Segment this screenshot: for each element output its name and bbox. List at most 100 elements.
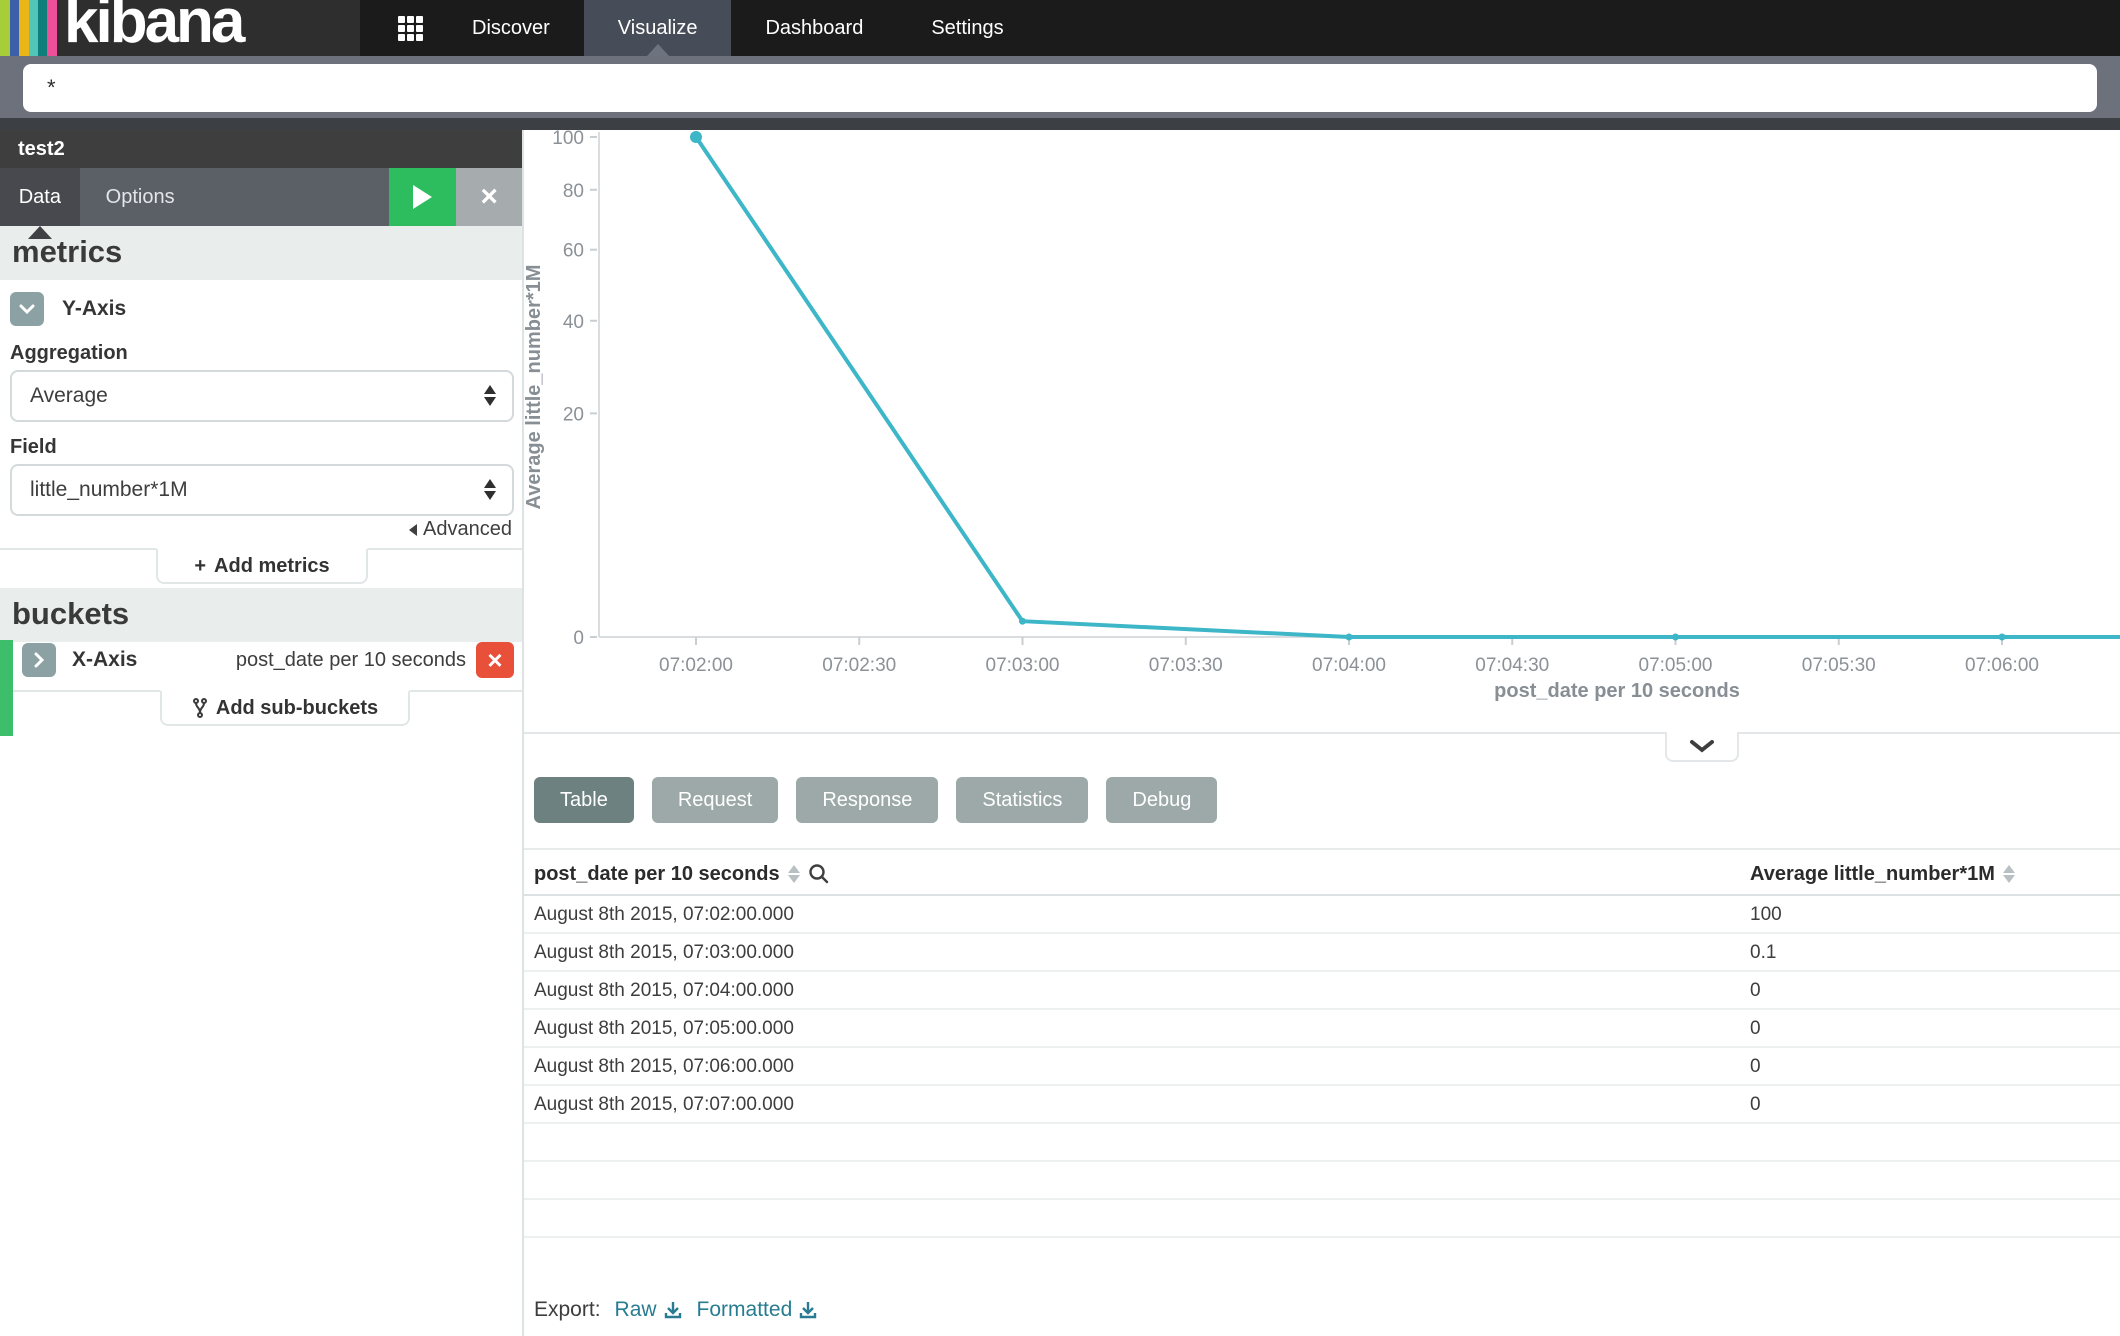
svg-text:07:05:00: 07:05:00 bbox=[1639, 655, 1713, 676]
vis-title: test2 bbox=[0, 130, 522, 168]
cell-date: August 8th 2015, 07:04:00.000 bbox=[534, 980, 794, 1001]
logo-text: kibana bbox=[64, 0, 245, 56]
apply-changes-button[interactable] bbox=[388, 168, 457, 226]
kibana-logo: kibana bbox=[0, 0, 360, 56]
query-bar bbox=[0, 56, 2120, 118]
svg-text:20: 20 bbox=[563, 404, 584, 425]
export-formatted-link[interactable]: Formatted bbox=[697, 1298, 819, 1322]
metrics-heading: metrics bbox=[0, 226, 522, 280]
add-sub-buckets-label: Add sub-buckets bbox=[215, 696, 379, 719]
cell-date: August 8th 2015, 07:03:00.000 bbox=[534, 942, 794, 963]
y-axis-label: Y-Axis bbox=[62, 297, 127, 320]
field-label: Field bbox=[10, 436, 57, 458]
tab-options[interactable]: Options bbox=[79, 168, 389, 226]
fork-icon bbox=[192, 698, 207, 718]
export-raw-link[interactable]: Raw bbox=[615, 1298, 683, 1322]
vis-main-area: 0 20 40 60 80 100 07:02:00 07:02:30 07:03:00 07:0… bbox=[524, 130, 2120, 1336]
cell-date: August 8th 2015, 07:02:00.000 bbox=[534, 904, 794, 925]
logo-stripes-icon bbox=[0, 0, 57, 56]
svg-text:07:04:30: 07:04:30 bbox=[1475, 655, 1549, 676]
svg-text:0: 0 bbox=[573, 628, 584, 649]
chevron-down-icon bbox=[1690, 740, 1714, 753]
table-row: August 8th 2015, 07:06:00.000 0 bbox=[524, 1048, 2120, 1086]
select-arrows-icon bbox=[484, 385, 496, 406]
add-metrics-button[interactable]: + Add metrics bbox=[156, 548, 368, 584]
sort-icon bbox=[787, 865, 800, 883]
aggregation-label: Aggregation bbox=[10, 342, 128, 364]
field-value: little_number*1M bbox=[30, 478, 188, 501]
detail-tab-table[interactable]: Table bbox=[534, 777, 634, 823]
x-axis-row: X-Axis post_date per 10 seconds × bbox=[22, 642, 514, 678]
app-switcher-grid-icon[interactable] bbox=[398, 16, 423, 41]
y-axis-row: Y-Axis bbox=[10, 292, 126, 326]
remove-bucket-button[interactable]: × bbox=[476, 642, 514, 678]
download-icon bbox=[800, 1302, 817, 1319]
x-axis-agg-description: post_date per 10 seconds bbox=[235, 648, 466, 671]
cell-value: 0 bbox=[1750, 980, 1761, 1001]
nav-item-discover[interactable]: Discover bbox=[472, 16, 550, 39]
cell-date: August 8th 2015, 07:07:00.000 bbox=[534, 1094, 794, 1115]
table-row: August 8th 2015, 07:04:00.000 0 bbox=[524, 972, 2120, 1010]
magnifier-icon[interactable] bbox=[808, 863, 830, 885]
nav-items: Discover Visualize Dashboard Settings bbox=[438, 0, 1038, 56]
export-raw-label: Raw bbox=[614, 1298, 657, 1321]
chevron-right-icon bbox=[34, 652, 44, 668]
cell-value: 0.1 bbox=[1750, 942, 1777, 963]
table-row: August 8th 2015, 07:07:00.000 0 bbox=[524, 1086, 2120, 1124]
table-row: August 8th 2015, 07:05:00.000 0 bbox=[524, 1010, 2120, 1048]
detail-tab-request[interactable]: Request bbox=[651, 777, 779, 823]
discard-changes-button[interactable]: × bbox=[456, 168, 522, 226]
export-label: Export: bbox=[534, 1298, 601, 1321]
svg-text:07:06:00: 07:06:00 bbox=[1965, 655, 2039, 676]
play-icon bbox=[412, 185, 432, 209]
collapse-details-button[interactable] bbox=[1665, 732, 1739, 762]
aggregation-select[interactable]: Average bbox=[10, 370, 514, 422]
nav-item-dashboard[interactable]: Dashboard bbox=[765, 16, 864, 39]
add-sub-buckets-button[interactable]: Add sub-buckets bbox=[160, 690, 410, 726]
cell-date: August 8th 2015, 07:05:00.000 bbox=[534, 1018, 794, 1039]
y-axis-toggle-button[interactable] bbox=[10, 292, 44, 326]
x-axis-toggle-button[interactable] bbox=[22, 643, 56, 677]
svg-text:100: 100 bbox=[552, 130, 584, 149]
aggregation-value: Average bbox=[30, 384, 108, 407]
cell-value: 100 bbox=[1750, 904, 1782, 925]
advanced-link[interactable]: Advanced bbox=[409, 518, 512, 541]
cell-value: 0 bbox=[1750, 1018, 1761, 1039]
close-icon: × bbox=[480, 180, 498, 213]
table-row: August 8th 2015, 07:02:00.000 100 bbox=[524, 896, 2120, 934]
detail-tab-response[interactable]: Response bbox=[796, 777, 939, 823]
cell-value: 0 bbox=[1750, 1056, 1761, 1077]
svg-text:07:03:30: 07:03:30 bbox=[1149, 655, 1223, 676]
download-icon bbox=[664, 1302, 681, 1319]
svg-text:07:05:30: 07:05:30 bbox=[1802, 655, 1876, 676]
query-bar-divider bbox=[0, 118, 2120, 130]
bucket-accent-stripe bbox=[0, 640, 13, 736]
export-formatted-label: Formatted bbox=[696, 1298, 793, 1321]
nav-item-visualize[interactable]: Visualize bbox=[583, 0, 732, 56]
column-header-value[interactable]: Average little_number*1M bbox=[1750, 850, 2015, 898]
query-input[interactable] bbox=[23, 64, 2097, 112]
field-select[interactable]: little_number*1M bbox=[10, 464, 514, 516]
column-header-date[interactable]: post_date per 10 seconds bbox=[534, 850, 830, 898]
svg-text:80: 80 bbox=[563, 181, 584, 202]
cell-value: 0 bbox=[1750, 1094, 1761, 1115]
chart-table-divider bbox=[524, 732, 2120, 734]
svg-text:post_date per 10 seconds: post_date per 10 seconds bbox=[1494, 680, 1740, 702]
table-header-row: post_date per 10 seconds Average little_… bbox=[524, 848, 2120, 896]
svg-text:07:02:00: 07:02:00 bbox=[659, 655, 733, 676]
table-row-empty bbox=[524, 1124, 2120, 1162]
svg-text:07:02:30: 07:02:30 bbox=[822, 655, 896, 676]
detail-tabs: Table Request Response Statistics Debug bbox=[534, 777, 1218, 823]
svg-text:07:04:00: 07:04:00 bbox=[1312, 655, 1386, 676]
vis-editor-sidebar: test2 Data Options × metrics Y-Axis Aggr… bbox=[0, 130, 524, 1336]
detail-tab-debug[interactable]: Debug bbox=[1106, 777, 1218, 823]
svg-text:40: 40 bbox=[563, 312, 584, 333]
plus-icon: + bbox=[194, 554, 207, 577]
column-header-value-label: Average little_number*1M bbox=[1750, 862, 1995, 885]
detail-tab-statistics[interactable]: Statistics bbox=[956, 777, 1089, 823]
svg-text:60: 60 bbox=[563, 241, 584, 262]
nav-item-settings[interactable]: Settings bbox=[931, 16, 1004, 39]
data-tab-notch bbox=[28, 226, 52, 239]
tab-data[interactable]: Data bbox=[0, 168, 80, 226]
